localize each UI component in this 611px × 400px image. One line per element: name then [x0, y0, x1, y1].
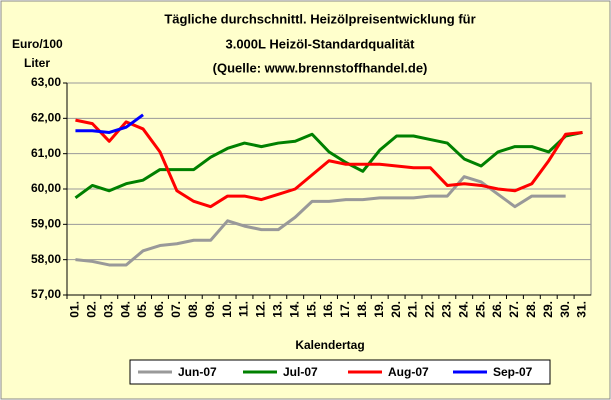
- x-tick-label: 04.: [118, 301, 132, 318]
- x-tick-label: 31.: [575, 301, 589, 318]
- x-tick-label: 30.: [558, 301, 572, 318]
- chart-title: Tägliche durchschnittl. Heizölpreisentwi…: [164, 11, 475, 26]
- x-tick-label: 02.: [85, 301, 99, 318]
- series-line: [75, 113, 144, 134]
- x-tick-label: 28.: [524, 301, 538, 318]
- x-tick-label: 07.: [169, 301, 183, 318]
- y-tick-label: 61,00: [31, 146, 61, 160]
- x-tick-label: 12.: [254, 301, 268, 318]
- x-tick-label: 20.: [389, 301, 403, 318]
- y-tick-label: 57,00: [31, 287, 61, 301]
- x-tick-label: 15.: [304, 301, 318, 318]
- x-tick-label: 23.: [439, 301, 453, 318]
- y-axis-label: Euro/100: [12, 37, 63, 51]
- legend-label: Jun-07: [178, 365, 217, 379]
- chart-subtitle: (Quelle: www.brennstoffhandel.de): [213, 60, 428, 75]
- series-line: [75, 175, 566, 267]
- x-tick-label: 16.: [321, 301, 335, 318]
- legend-box: [129, 359, 551, 385]
- y-tick-label: 63,00: [31, 75, 61, 89]
- x-tick-label: 25.: [473, 301, 487, 318]
- x-tick-label: 13.: [270, 301, 284, 318]
- x-tick-label: 21.: [406, 301, 420, 318]
- x-axis-label: Kalendertag: [295, 338, 364, 352]
- x-tick-label: 19.: [372, 301, 386, 318]
- chart-subtitle: 3.000L Heizöl-Standardqualität: [225, 36, 415, 51]
- x-tick-label: 09.: [203, 301, 217, 318]
- y-axis-label: Liter: [24, 56, 50, 70]
- x-tick-label: 14.: [287, 301, 301, 318]
- legend-label: Sep-07: [493, 365, 533, 379]
- x-tick-label: 11.: [237, 301, 251, 317]
- series-line: [74, 130, 583, 200]
- y-tick-label: 60,00: [31, 181, 61, 195]
- x-tick-label: 27.: [507, 301, 521, 318]
- x-tick-label: 29.: [541, 301, 555, 318]
- x-tick-label: 01.: [68, 301, 82, 318]
- y-tick-label: 58,00: [31, 252, 61, 266]
- y-tick-label: 62,00: [31, 111, 61, 125]
- legend-label: Aug-07: [388, 365, 429, 379]
- x-tick-label: 03.: [101, 301, 115, 318]
- x-tick-label: 17.: [338, 301, 352, 318]
- x-tick-label: 10.: [220, 301, 234, 318]
- y-tick-label: 59,00: [31, 217, 61, 231]
- x-tick-label: 24.: [456, 301, 470, 318]
- x-tick-label: 05.: [135, 301, 149, 318]
- x-tick-label: 06.: [152, 301, 166, 318]
- series-line: [75, 118, 583, 209]
- legend-label: Jul-07: [283, 365, 318, 379]
- x-tick-label: 26.: [490, 301, 504, 318]
- x-tick-label: 08.: [186, 301, 200, 318]
- x-tick-label: 18.: [355, 301, 369, 318]
- x-tick-label: 22.: [423, 301, 437, 318]
